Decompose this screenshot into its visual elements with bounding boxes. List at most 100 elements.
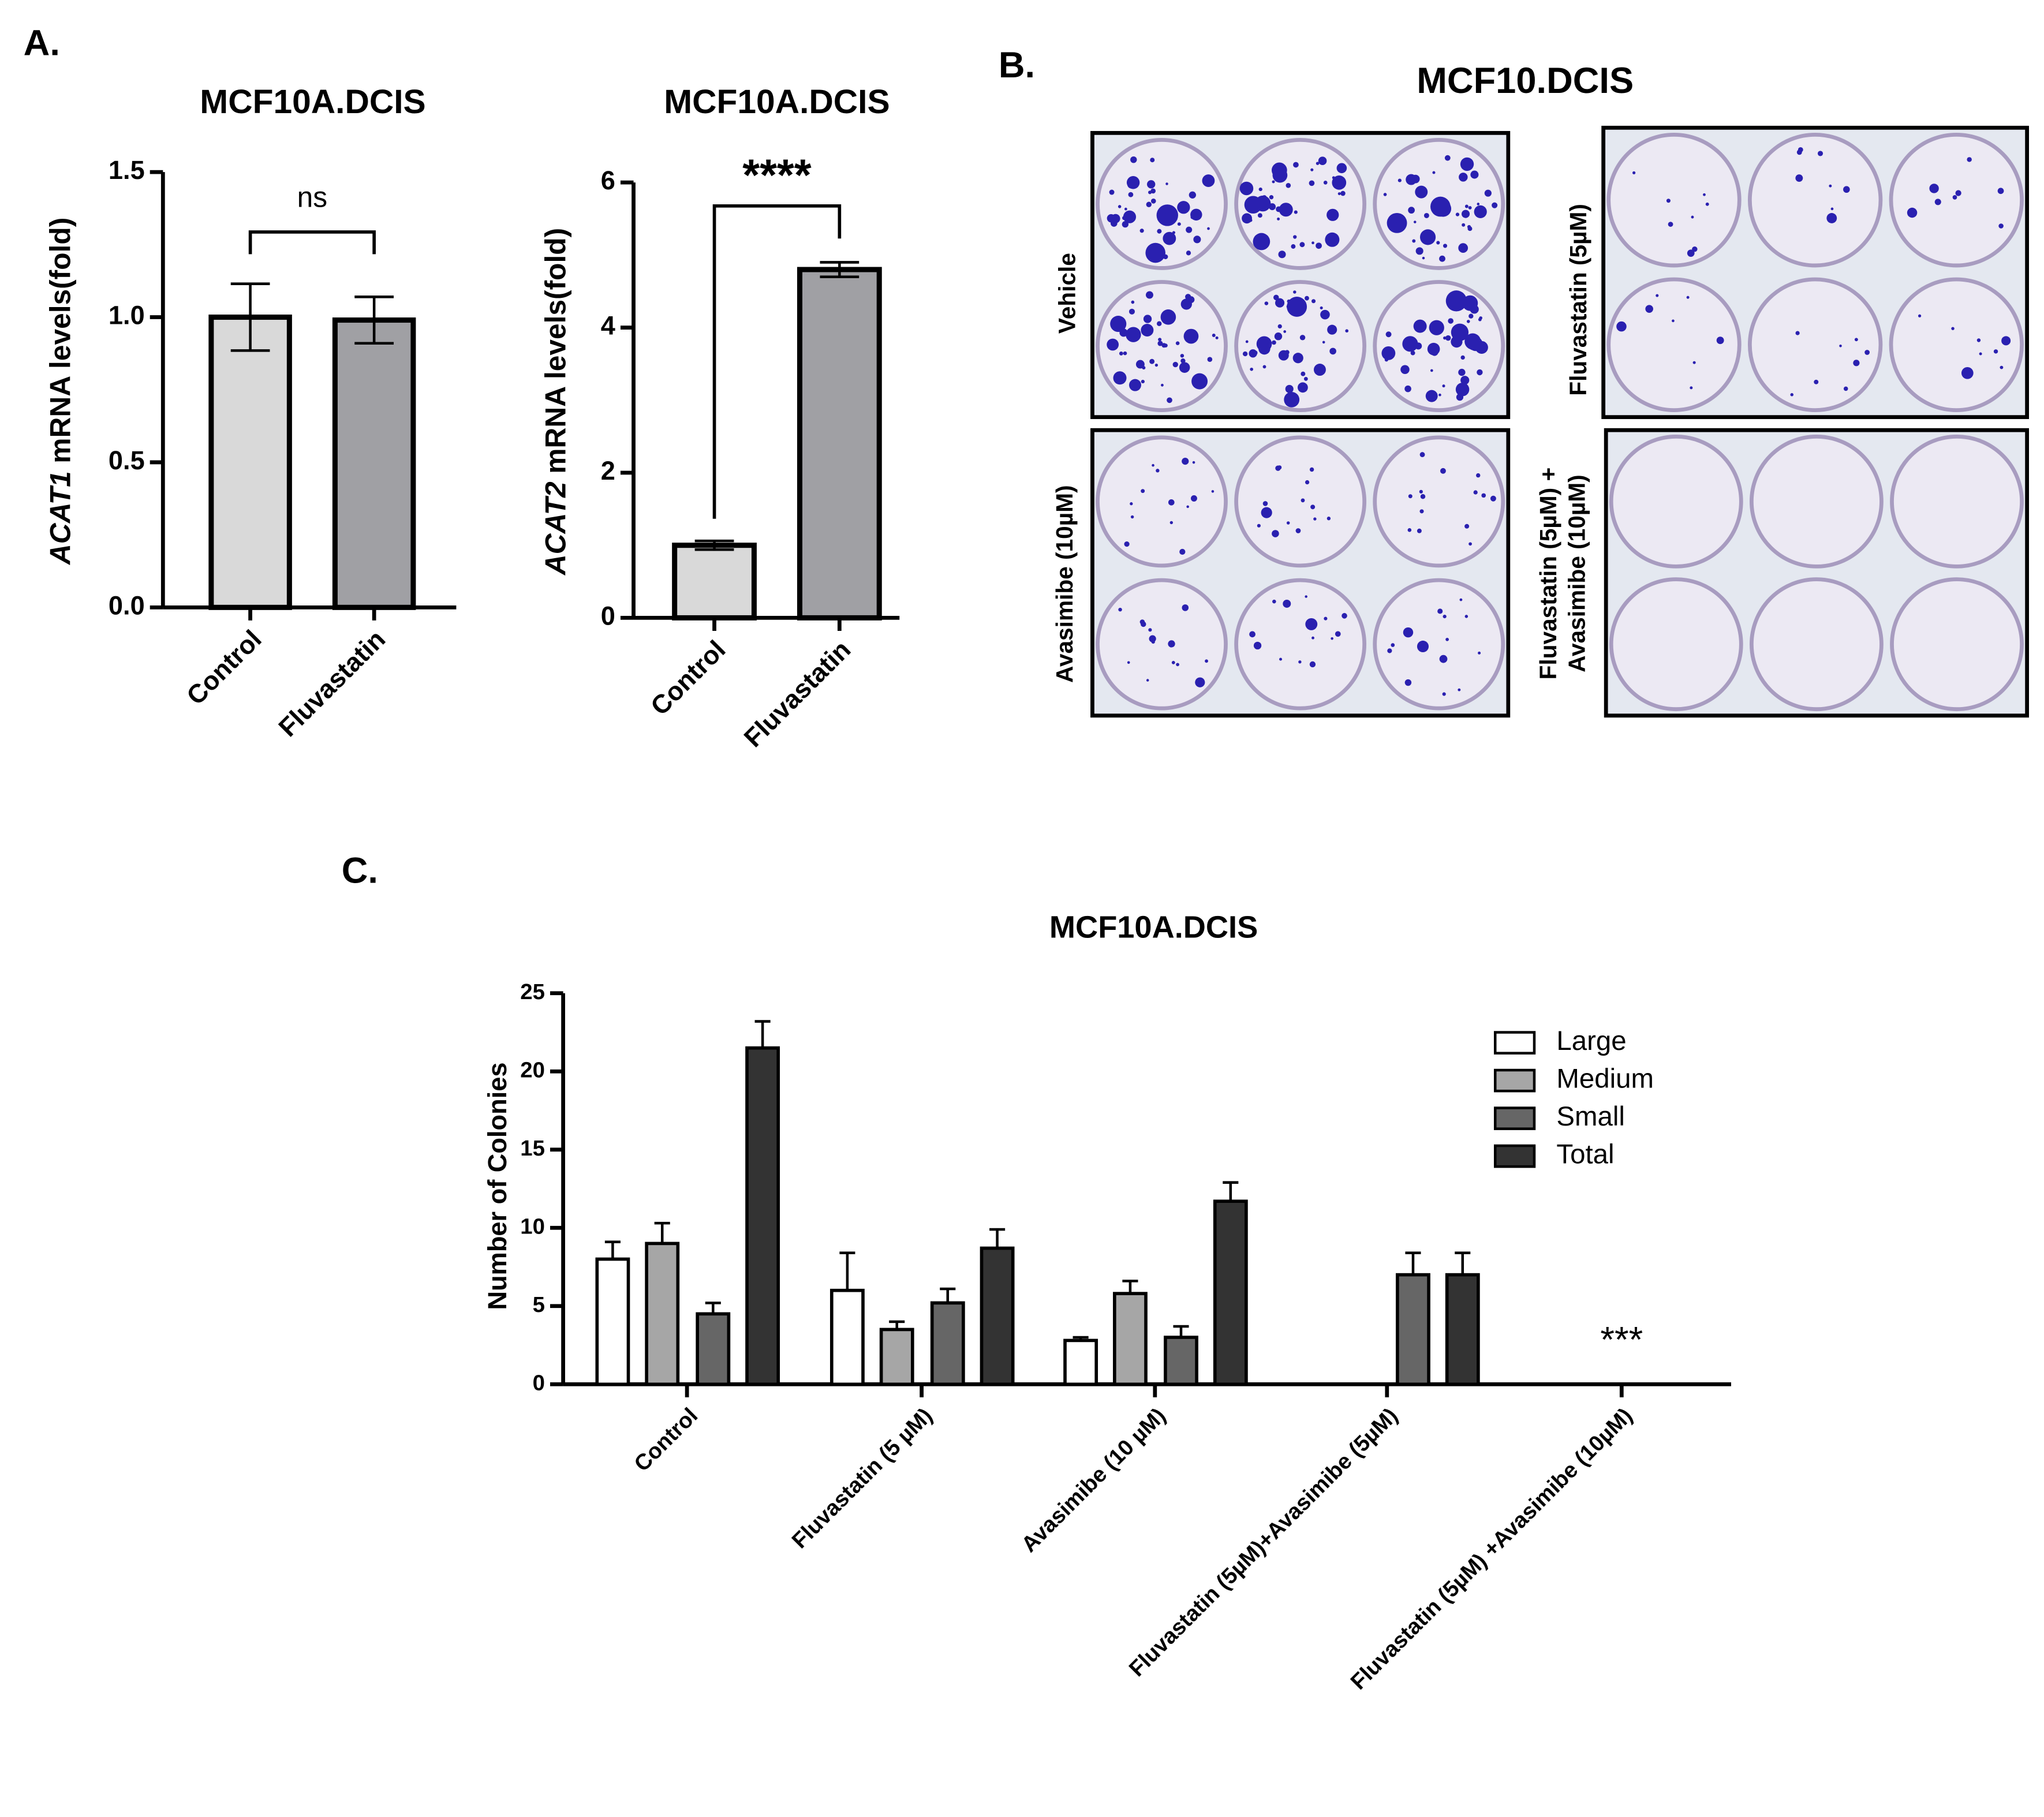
colony (1149, 635, 1156, 642)
colony (1150, 199, 1156, 204)
colony (1131, 300, 1135, 304)
colony (1119, 328, 1128, 337)
colony (1415, 185, 1428, 199)
x-tick-label: Control (645, 635, 731, 721)
error-bar (1405, 1251, 1421, 1275)
y-tick-label: 5 (533, 1292, 545, 1317)
colony (1458, 243, 1468, 253)
y-tick-label: 20 (520, 1057, 545, 1082)
colony (1212, 333, 1216, 337)
colony (1309, 467, 1314, 472)
colony (1124, 207, 1127, 211)
colony (1293, 235, 1297, 239)
colony (1462, 380, 1465, 384)
colony (1157, 341, 1163, 346)
bar (1164, 1336, 1198, 1386)
colony (1171, 661, 1175, 664)
colony (1907, 207, 1918, 218)
colony (1193, 235, 1201, 244)
colony (1404, 679, 1412, 686)
colony (1242, 351, 1248, 357)
colony (1169, 521, 1174, 525)
colony (1412, 239, 1416, 243)
panel-label: A. (24, 23, 60, 63)
bar (208, 314, 292, 610)
colony (1253, 641, 1262, 650)
well (1609, 434, 1743, 569)
colony (1179, 362, 1190, 373)
colony (1148, 628, 1152, 632)
colony (1180, 354, 1184, 358)
colony (1299, 242, 1305, 248)
colony (1829, 184, 1832, 188)
colony (1291, 244, 1296, 249)
bar (930, 1301, 965, 1386)
y-tick-label: 1.5 (109, 155, 145, 185)
colony (1146, 201, 1152, 208)
bar (745, 1046, 780, 1386)
colony (1305, 296, 1309, 301)
chart-title: MCF10A.DCIS (664, 83, 890, 121)
well (1890, 577, 2024, 712)
colony (1430, 369, 1433, 372)
colony (1311, 241, 1314, 245)
legend-swatch (1493, 1106, 1536, 1130)
colony (1130, 515, 1134, 519)
colony (1340, 190, 1346, 196)
colony (1119, 352, 1123, 356)
colony (1337, 192, 1341, 196)
y-tick-label: 0.5 (109, 446, 145, 475)
colony (1168, 640, 1175, 648)
error-bar (705, 1302, 721, 1314)
colony (1207, 357, 1213, 362)
colony (1305, 480, 1310, 485)
colony (1118, 607, 1122, 612)
colony (1186, 226, 1193, 233)
colony (1183, 328, 1199, 344)
error-bar (354, 296, 394, 345)
colony (1177, 201, 1190, 214)
colony (1795, 331, 1800, 335)
colony (1462, 210, 1470, 218)
error-bar (1073, 1336, 1089, 1341)
well (1096, 137, 1228, 270)
colony (1301, 498, 1305, 503)
colony (1691, 215, 1694, 219)
well (1234, 280, 1367, 412)
well (1749, 577, 1884, 712)
colony (1656, 294, 1659, 297)
colony (1311, 299, 1316, 304)
x-tick-label: Fluvastatin (5µM) +Avasimibe (10µM) (1346, 1403, 1638, 1695)
colony (1124, 541, 1130, 547)
colony (1157, 229, 1162, 234)
x-tick-label: Control (181, 624, 267, 711)
colony (1478, 317, 1482, 321)
colony (1150, 158, 1155, 163)
colony (1438, 393, 1441, 397)
colony (1110, 316, 1127, 332)
colony (1951, 327, 1955, 330)
colony (1466, 320, 1470, 323)
colony (1107, 338, 1119, 351)
colony (1460, 157, 1474, 171)
colony (1141, 379, 1145, 384)
error-bar (604, 1240, 621, 1259)
colony (1853, 360, 1860, 367)
x-tick-label: Fluvastatin (738, 635, 857, 753)
colony (1616, 321, 1627, 332)
annotation: ns (297, 181, 327, 214)
colony (1145, 291, 1153, 299)
colony (1254, 195, 1271, 212)
colony (1286, 521, 1290, 525)
colony (1320, 306, 1323, 310)
legend-swatch (1493, 1031, 1536, 1055)
colony (1139, 229, 1144, 233)
y-axis-label-gene: ACAT2 (540, 481, 572, 576)
well (1096, 578, 1228, 711)
chart-title: MCF10A.DCIS (1049, 910, 1258, 944)
colony (1207, 227, 1210, 230)
colony (1320, 309, 1330, 320)
colony (1323, 181, 1328, 185)
colony (1172, 231, 1176, 234)
colony (1152, 463, 1154, 467)
